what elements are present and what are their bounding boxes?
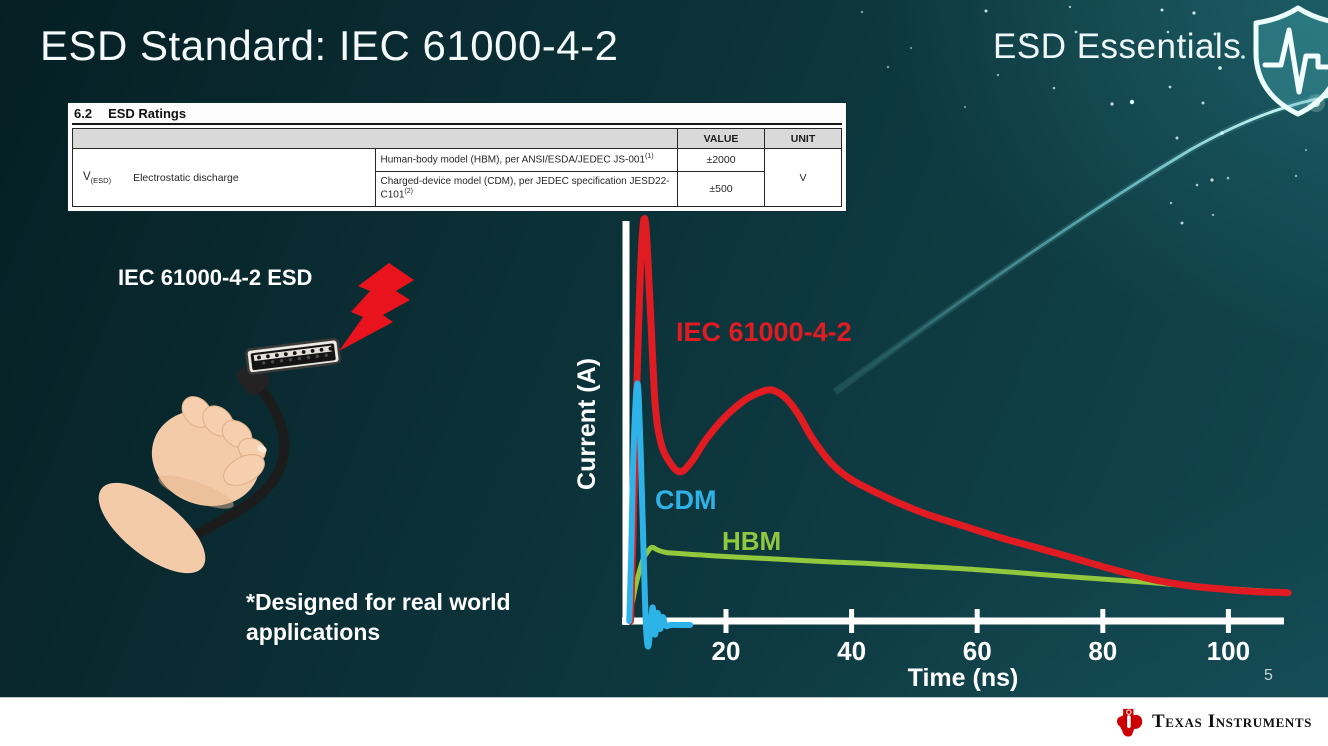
svg-text:20: 20 (712, 636, 741, 666)
y-axis-label: Current (A) (573, 358, 601, 490)
footer-bar: Texas Instruments (0, 697, 1328, 746)
ti-bug-icon (1116, 708, 1143, 737)
title-underline (72, 123, 842, 125)
param-cell: V(ESD) Electrostatic discharge (72, 148, 376, 207)
hand-hdmi-illustration (98, 263, 414, 574)
hbm-description: Human-body model (HBM), per ANSI/ESDA/JE… (374, 148, 678, 172)
ti-logo: Texas Instruments (1116, 707, 1312, 737)
finger (202, 405, 234, 437)
shield-pulse-icon (1253, 5, 1328, 117)
param-symbol: V(ESD) (83, 170, 112, 185)
svg-text:40: 40 (837, 636, 866, 666)
chart-series-curves (626, 215, 1292, 650)
esd-waveform-chart: 20 40 60 80 100 IEC 61000-4-2 CDM HBM Time (… (573, 215, 1292, 692)
illustration-caption: IEC 61000-4-2 ESD (118, 265, 313, 290)
cable (157, 385, 290, 565)
forearm (98, 482, 206, 574)
param-name: Electrostatic discharge (133, 171, 239, 184)
ti-logo-text: Texas Instruments (1152, 711, 1312, 732)
fist (151, 409, 261, 507)
thumb (223, 454, 265, 486)
unit-cell: V (764, 148, 842, 207)
chart-axes (622, 221, 1284, 625)
finger (181, 396, 213, 428)
plug-handle (236, 361, 270, 396)
cdm-value: ±500 (677, 171, 765, 207)
fingernail (257, 445, 267, 453)
esd-ratings-table: 6.2 ESD Ratings VALUE UNIT V(ESD) Electr… (68, 103, 846, 211)
series-brand: ESD Essentials (993, 27, 1242, 66)
hbm-value: ±2000 (677, 148, 765, 172)
x-axis-label: Time (ns) (908, 664, 1019, 692)
table-section-title: 6.2 ESD Ratings (72, 105, 842, 123)
header-empty-cell (72, 128, 678, 149)
series-label-iec: IEC 61000-4-2 (676, 317, 852, 347)
header-unit: UNIT (764, 128, 842, 149)
footnote: *Designed for real world applications (246, 589, 511, 645)
ratings-table-grid: VALUE UNIT V(ESD) Electrostatic discharg… (72, 128, 842, 207)
x-axis-ticks: 20 40 60 80 100 (712, 609, 1250, 666)
page-number: 5 (1264, 667, 1273, 684)
svg-text:100: 100 (1207, 636, 1250, 666)
section-number: 6.2 (74, 106, 93, 121)
section-name: ESD Ratings (108, 106, 187, 121)
comet-streak-decoration (832, 92, 1328, 395)
svg-text:80: 80 (1088, 636, 1117, 666)
finger (221, 419, 253, 449)
header-value: VALUE (677, 128, 765, 149)
page-title: ESD Standard: IEC 61000-4-2 (40, 22, 619, 69)
series-label-hbm: HBM (722, 526, 781, 556)
series-label-cdm: CDM (655, 485, 717, 515)
finger (238, 437, 266, 463)
svg-text:60: 60 (963, 636, 992, 666)
hdmi-connector (245, 337, 342, 375)
cdm-description: Charged-device model (CDM), per JEDEC sp… (374, 171, 678, 207)
lightning-bolt-icon (339, 263, 414, 351)
